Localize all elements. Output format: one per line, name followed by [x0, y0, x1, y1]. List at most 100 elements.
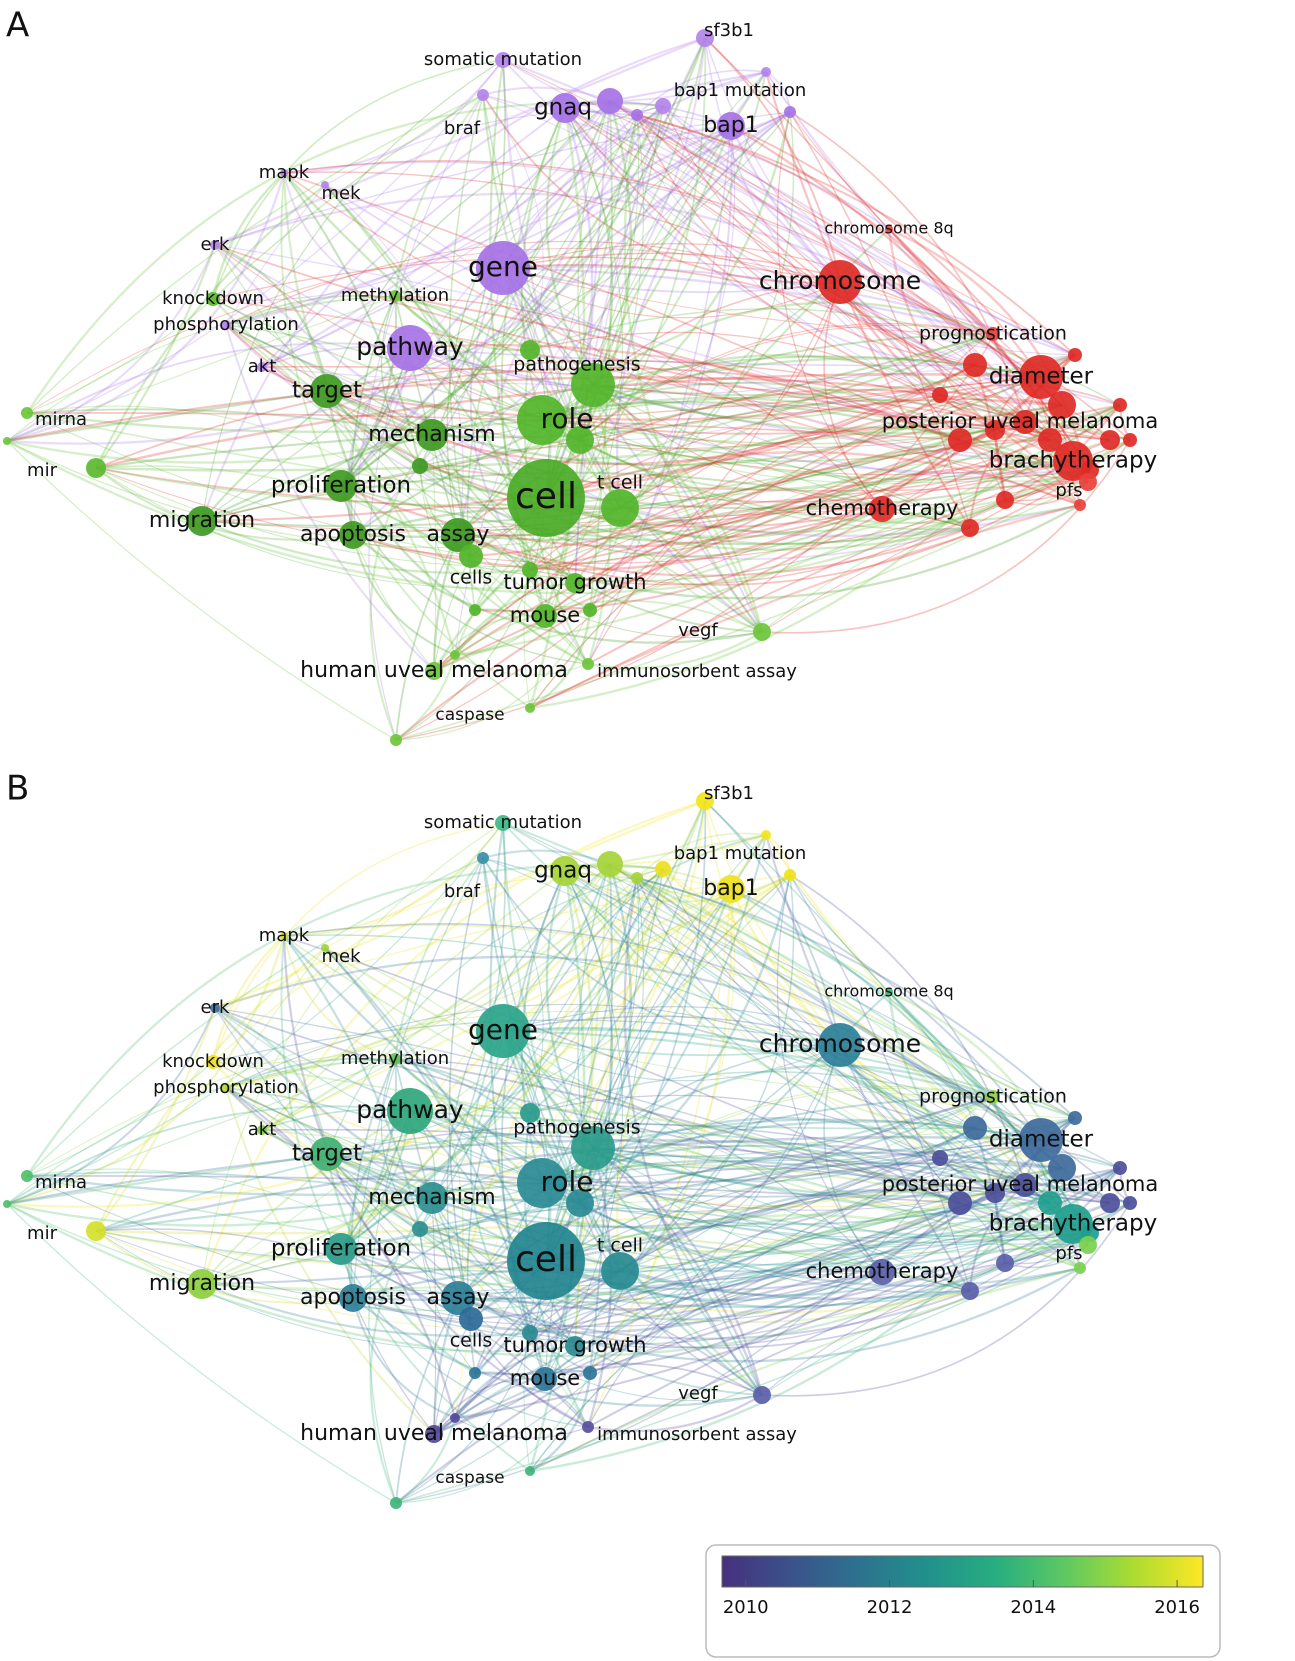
node — [507, 459, 585, 537]
edge — [502, 267, 1091, 478]
edge — [457, 868, 664, 1299]
edge — [6, 440, 397, 741]
edge — [589, 888, 733, 1374]
edge — [6, 295, 396, 442]
node-label: mapk — [259, 162, 310, 183]
edge — [704, 800, 1026, 1186]
edge — [502, 1030, 763, 1396]
node — [425, 1425, 443, 1443]
edge — [214, 244, 472, 557]
edge — [457, 1266, 1081, 1363]
node — [321, 944, 329, 952]
edge — [457, 429, 996, 541]
edge — [482, 94, 621, 509]
node — [477, 852, 489, 864]
edge — [457, 534, 763, 639]
edge — [352, 1095, 994, 1299]
edge — [261, 868, 664, 1131]
edge — [261, 333, 994, 441]
node — [996, 491, 1014, 509]
node — [459, 1307, 483, 1331]
edge — [529, 404, 1063, 710]
edge — [409, 1096, 994, 1157]
node — [459, 544, 483, 568]
node — [206, 1055, 220, 1069]
node — [869, 496, 895, 522]
edge — [765, 834, 1063, 1169]
edge — [95, 1196, 433, 1233]
edge — [394, 1057, 961, 1204]
node — [507, 1222, 585, 1300]
edge — [454, 582, 576, 656]
edge — [592, 1146, 996, 1198]
edge — [431, 434, 437, 672]
edge — [283, 171, 1074, 462]
node — [325, 470, 357, 502]
edge — [529, 1271, 883, 1334]
edge — [395, 481, 1089, 741]
edge — [433, 459, 1074, 672]
edge — [939, 333, 994, 396]
edge — [619, 888, 736, 1272]
edge — [214, 1007, 472, 1320]
edge — [888, 228, 976, 366]
edge — [541, 376, 1042, 421]
node — [1048, 1154, 1076, 1182]
edge — [502, 1030, 841, 1082]
colorbar-tick-label: 2014 — [1010, 1597, 1056, 1618]
edge — [352, 1297, 763, 1407]
edge — [502, 267, 841, 319]
edge — [469, 1030, 531, 1334]
edge — [394, 857, 484, 1060]
edge — [350, 1058, 396, 1299]
node — [221, 1083, 231, 1093]
edge — [448, 857, 484, 1320]
edge — [579, 111, 792, 441]
edge — [887, 991, 996, 1194]
edge — [261, 863, 611, 1131]
edge — [592, 384, 764, 633]
edge — [636, 877, 1076, 1119]
edge — [789, 874, 971, 1292]
edge — [729, 888, 1063, 1170]
edge — [564, 107, 791, 140]
edge — [457, 1147, 594, 1299]
edge — [326, 389, 941, 421]
edge — [939, 393, 1081, 506]
node — [1123, 433, 1137, 447]
edge — [454, 1270, 621, 1419]
edge — [340, 100, 611, 487]
edge — [214, 243, 329, 392]
edge — [636, 114, 1042, 378]
edge — [395, 609, 591, 741]
edge — [95, 1223, 1074, 1274]
edge — [579, 1202, 763, 1396]
edge — [95, 1136, 1042, 1233]
node — [1053, 441, 1093, 481]
edge — [579, 1085, 994, 1204]
edge — [541, 419, 961, 491]
edge — [502, 267, 1074, 462]
edge — [225, 240, 976, 366]
edge — [6, 1152, 328, 1206]
node — [961, 1282, 979, 1300]
edge — [326, 1122, 1026, 1186]
edge — [623, 877, 763, 1396]
edge — [324, 184, 546, 617]
edge — [95, 1230, 1006, 1327]
edge — [609, 863, 1026, 1186]
edge — [587, 888, 732, 1428]
edge — [454, 1417, 589, 1439]
node — [1013, 410, 1037, 434]
edge — [502, 1030, 1074, 1225]
edge — [587, 631, 763, 670]
edge — [351, 534, 456, 656]
node-label: gene — [468, 250, 538, 283]
edge — [431, 877, 638, 1199]
edge — [592, 1147, 764, 1396]
edge — [592, 353, 1076, 397]
edge — [225, 874, 791, 1089]
edge — [446, 863, 611, 1299]
edge — [214, 244, 1076, 408]
edge — [340, 429, 996, 548]
